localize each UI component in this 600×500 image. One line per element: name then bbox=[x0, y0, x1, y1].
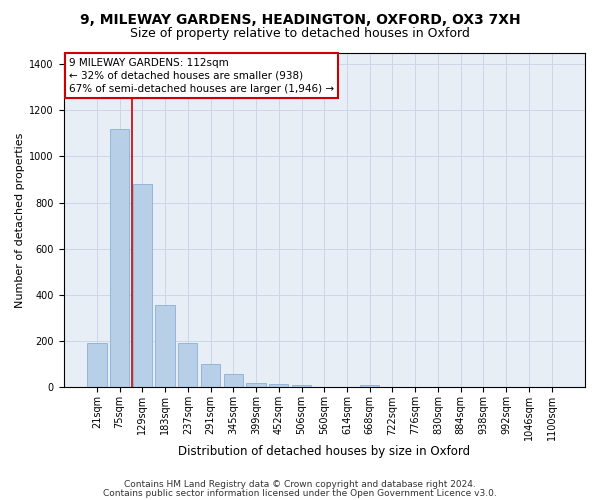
Text: Contains HM Land Registry data © Crown copyright and database right 2024.: Contains HM Land Registry data © Crown c… bbox=[124, 480, 476, 489]
Bar bbox=[292, 384, 311, 388]
Bar bbox=[178, 343, 197, 388]
Bar bbox=[133, 184, 152, 388]
Bar bbox=[87, 343, 107, 388]
Bar bbox=[269, 384, 289, 388]
Text: Contains public sector information licensed under the Open Government Licence v3: Contains public sector information licen… bbox=[103, 488, 497, 498]
Bar bbox=[224, 374, 243, 388]
Text: 9 MILEWAY GARDENS: 112sqm
← 32% of detached houses are smaller (938)
67% of semi: 9 MILEWAY GARDENS: 112sqm ← 32% of detac… bbox=[69, 58, 334, 94]
Bar bbox=[201, 364, 220, 388]
Bar bbox=[110, 128, 129, 388]
Bar bbox=[155, 306, 175, 388]
Bar bbox=[360, 385, 379, 388]
Y-axis label: Number of detached properties: Number of detached properties bbox=[15, 132, 25, 308]
Bar bbox=[247, 383, 266, 388]
X-axis label: Distribution of detached houses by size in Oxford: Distribution of detached houses by size … bbox=[178, 444, 470, 458]
Text: 9, MILEWAY GARDENS, HEADINGTON, OXFORD, OX3 7XH: 9, MILEWAY GARDENS, HEADINGTON, OXFORD, … bbox=[80, 12, 520, 26]
Text: Size of property relative to detached houses in Oxford: Size of property relative to detached ho… bbox=[130, 28, 470, 40]
